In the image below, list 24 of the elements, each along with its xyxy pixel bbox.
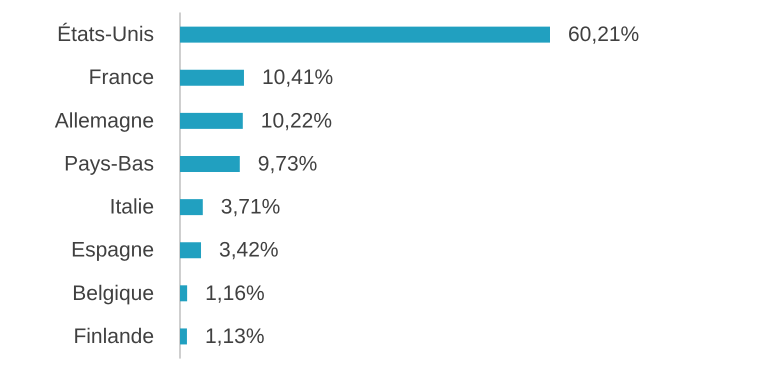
y-tick-label: Belgique bbox=[72, 282, 154, 305]
y-tick-label: France bbox=[88, 66, 154, 90]
bar bbox=[180, 242, 202, 258]
data-label: 10,22% bbox=[260, 109, 332, 132]
y-tick-label: Pays-Bas bbox=[64, 152, 154, 176]
data-label: 3,42% bbox=[219, 238, 279, 262]
bar bbox=[180, 328, 187, 344]
data-label: 1,16% bbox=[205, 282, 265, 305]
y-tick-label: Allemagne bbox=[54, 109, 154, 132]
y-tick-label: Italie bbox=[110, 196, 154, 219]
y-tick-label: Espagne bbox=[71, 238, 154, 262]
bar bbox=[180, 199, 203, 216]
bar bbox=[180, 156, 240, 172]
bar bbox=[180, 70, 244, 86]
data-label: 60,21% bbox=[568, 23, 640, 46]
data-label: 9,73% bbox=[258, 152, 318, 176]
y-tick-label: États-Unis bbox=[57, 22, 154, 46]
y-tick-label: Finlande bbox=[73, 324, 154, 348]
data-label: 1,13% bbox=[204, 324, 264, 348]
data-label: 3,71% bbox=[220, 196, 280, 219]
data-label: 10,41% bbox=[262, 66, 334, 90]
bar bbox=[180, 285, 188, 302]
bar bbox=[180, 112, 243, 129]
bar bbox=[180, 26, 550, 43]
